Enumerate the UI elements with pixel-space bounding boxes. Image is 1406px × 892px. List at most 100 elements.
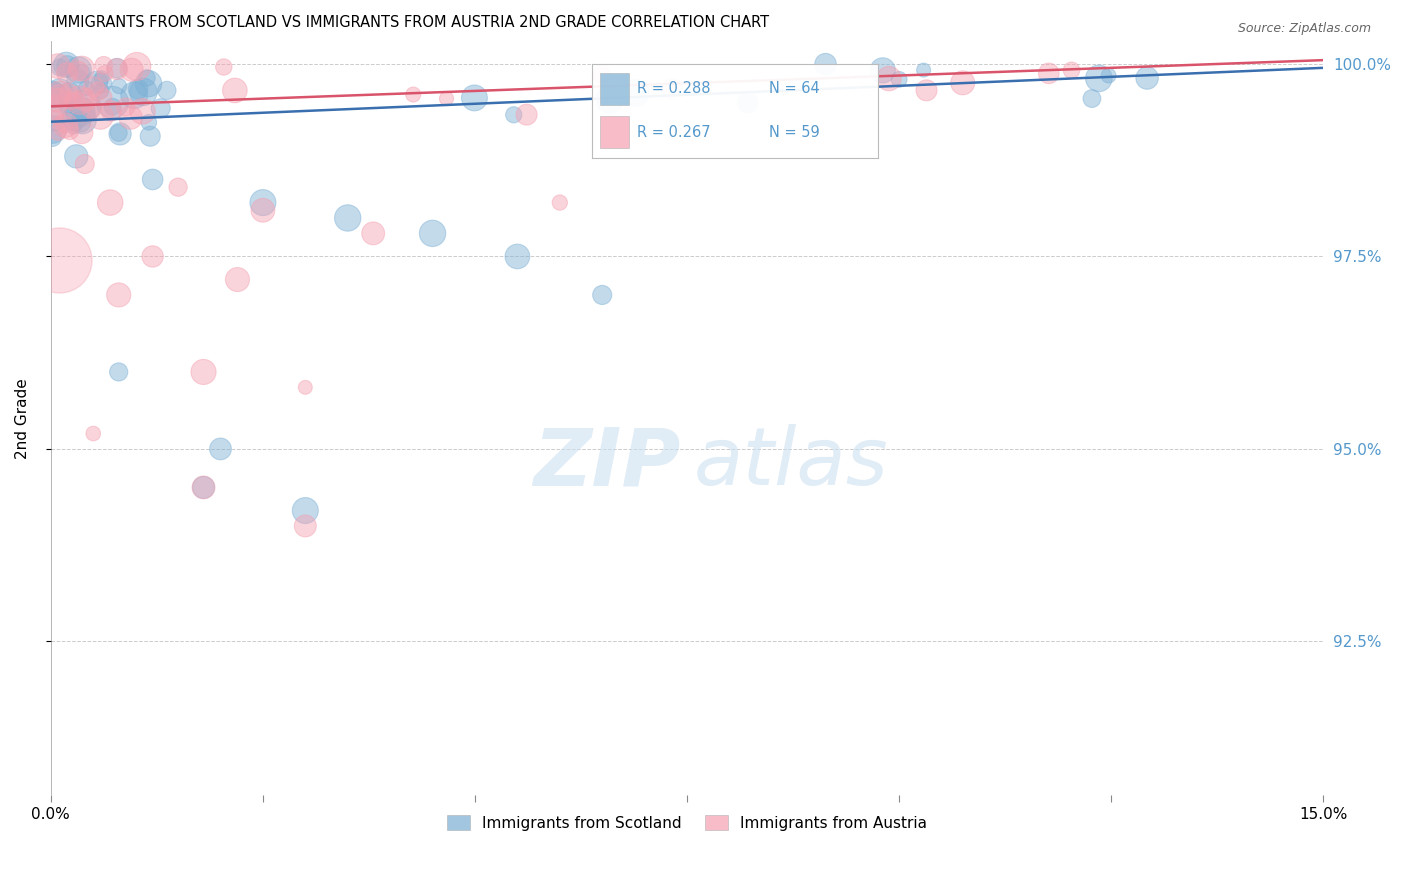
Point <box>193 480 215 494</box>
Point <box>142 250 165 264</box>
Point <box>138 77 160 91</box>
Point <box>226 272 249 286</box>
Point <box>149 101 172 115</box>
Point <box>252 203 274 218</box>
Point <box>90 76 112 90</box>
Point <box>87 84 110 98</box>
Point <box>294 380 316 394</box>
Text: atlas: atlas <box>693 425 889 502</box>
Point <box>120 111 142 125</box>
Point <box>101 95 124 110</box>
Y-axis label: 2nd Grade: 2nd Grade <box>15 378 30 458</box>
Point <box>121 62 143 77</box>
Point <box>814 57 837 71</box>
Point <box>46 93 69 107</box>
Point <box>139 129 162 144</box>
Point <box>83 79 105 94</box>
Point <box>599 93 621 107</box>
Point <box>108 127 131 141</box>
Point <box>156 83 179 97</box>
Point <box>114 100 136 114</box>
Point <box>44 100 66 114</box>
Point <box>69 93 91 107</box>
Point <box>142 172 165 186</box>
Point <box>212 60 235 74</box>
Point <box>44 110 66 124</box>
Point <box>1081 91 1104 105</box>
Point <box>44 88 66 103</box>
Point <box>58 88 80 103</box>
Point <box>56 98 79 112</box>
Text: IMMIGRANTS FROM SCOTLAND VS IMMIGRANTS FROM AUSTRIA 2ND GRADE CORRELATION CHART: IMMIGRANTS FROM SCOTLAND VS IMMIGRANTS F… <box>51 15 769 30</box>
Point <box>70 126 93 140</box>
Point <box>42 87 65 102</box>
Point <box>55 58 77 72</box>
Point <box>1088 71 1111 86</box>
Point <box>1097 69 1119 83</box>
Point <box>402 87 425 102</box>
Point <box>70 62 93 76</box>
Point <box>73 157 96 171</box>
Point <box>252 195 274 210</box>
Point <box>48 253 70 268</box>
Point <box>101 100 124 114</box>
Point <box>1038 66 1060 80</box>
Point <box>55 118 77 132</box>
Point <box>138 115 160 129</box>
Point <box>912 63 935 78</box>
Point <box>69 104 91 119</box>
Point <box>66 92 89 106</box>
Point <box>877 71 900 86</box>
Point <box>548 195 571 210</box>
Point <box>89 110 111 124</box>
Point <box>98 195 121 210</box>
Point <box>56 66 79 80</box>
Point <box>107 126 129 140</box>
Point <box>361 227 384 241</box>
Point <box>66 63 89 78</box>
Point <box>45 111 67 125</box>
Point <box>463 91 485 105</box>
Point <box>167 180 190 194</box>
Point <box>915 83 938 97</box>
Point <box>193 480 215 494</box>
Point <box>46 125 69 139</box>
Point <box>108 79 131 94</box>
Point <box>122 88 145 103</box>
Point <box>58 86 80 100</box>
Legend: Immigrants from Scotland, Immigrants from Austria: Immigrants from Scotland, Immigrants fro… <box>441 808 934 837</box>
Point <box>624 86 647 100</box>
Point <box>224 83 246 97</box>
Point <box>294 519 316 533</box>
Point <box>53 117 76 131</box>
Point <box>56 59 79 73</box>
Point <box>193 365 215 379</box>
Point <box>131 104 153 119</box>
Point <box>42 131 65 145</box>
Point <box>502 108 524 122</box>
Point <box>336 211 359 225</box>
Point <box>952 76 974 90</box>
Point <box>72 112 94 127</box>
Point <box>136 70 159 85</box>
Point <box>887 72 910 87</box>
Point <box>105 61 128 75</box>
Point <box>422 227 444 241</box>
Point <box>63 112 86 126</box>
Point <box>132 85 155 99</box>
Point <box>209 442 232 456</box>
Point <box>48 61 70 75</box>
Point <box>93 58 115 72</box>
Point <box>591 67 613 81</box>
Point <box>82 426 104 441</box>
Point <box>105 62 128 76</box>
Point <box>46 59 69 73</box>
Point <box>1060 63 1083 78</box>
Point <box>516 108 538 122</box>
Point <box>48 86 70 100</box>
Point <box>737 95 759 110</box>
Point <box>125 59 148 73</box>
Point <box>48 89 70 103</box>
Text: Source: ZipAtlas.com: Source: ZipAtlas.com <box>1237 22 1371 36</box>
Point <box>591 288 613 302</box>
